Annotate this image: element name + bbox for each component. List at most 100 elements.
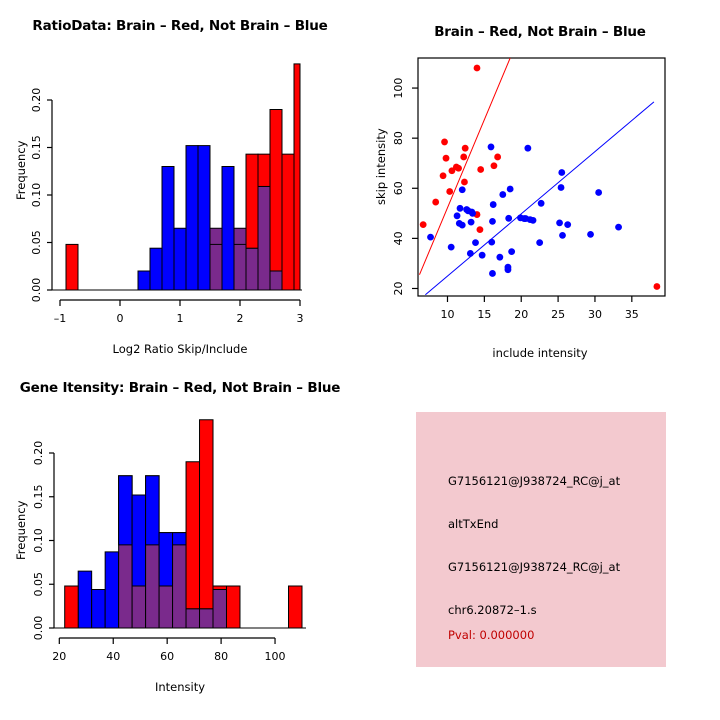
- scatter-point: [557, 184, 565, 191]
- x-tick-label: 60: [160, 650, 174, 663]
- y-tick-label: 0.00: [32, 616, 45, 641]
- gene-histogram-title: Gene Itensity: Brain – Red, Not Brain – …: [19, 380, 341, 396]
- scatter-point: [489, 270, 496, 277]
- scatter-point: [506, 185, 514, 193]
- x-tick-label: 15: [477, 308, 491, 321]
- histogram-bar-brain: [233, 243, 247, 291]
- histogram-bar-brain: [209, 243, 223, 291]
- info-line-pval: Pval: 0.000000: [448, 628, 535, 642]
- histogram-bar-not-brain: [269, 270, 283, 291]
- histogram-bar-not-brain: [77, 570, 93, 629]
- panel-scatter: Brain – Red, Not Brain – Blue 20 40 60 80 10…: [360, 0, 720, 360]
- x-tick-label: 1: [177, 312, 184, 325]
- panel-ratio-histogram: RatioData: Brain – Red, Not Brain – Blue…: [0, 0, 360, 360]
- histogram-bar-brain: [65, 243, 79, 291]
- y-tick-label: 0.05: [32, 572, 45, 597]
- gene-histogram-ylabel: Frequency: [14, 500, 28, 560]
- scatter-point: [595, 189, 603, 196]
- histogram-bar-overlap-cap: [199, 419, 214, 610]
- histogram-bar-not-brain: [221, 166, 235, 291]
- histogram-bar-brain: [245, 153, 259, 249]
- x-tick-label: 25: [551, 308, 565, 321]
- histogram-bar-not-brain: [185, 145, 199, 291]
- ratio-histogram-title: RatioData: Brain – Red, Not Brain – Blue: [32, 18, 328, 34]
- x-tick-label: 40: [106, 650, 120, 663]
- panel-info: G7156121@J938724_RC@j_at altTxEnd G71561…: [360, 360, 720, 720]
- scatter-content: [419, 58, 661, 296]
- scatter-point: [448, 167, 456, 175]
- scatter-point: [456, 204, 464, 212]
- histogram-bar-overlap-cap: [185, 461, 201, 610]
- histogram-bar-not-brain: [137, 270, 151, 291]
- ratio-axes: 0.00 0.05 0.10 0.15 0.20 –1 0 1 2 3: [30, 88, 304, 325]
- x-tick-label: 100: [265, 650, 286, 663]
- scatter-point: [419, 221, 427, 229]
- scatter-point: [447, 243, 455, 251]
- scatter-point: [487, 143, 495, 151]
- x-tick-label: 20: [514, 308, 528, 321]
- histogram-bar-overlap-cap: [212, 585, 227, 590]
- scatter-point: [615, 223, 622, 231]
- plot-frame: [417, 57, 666, 297]
- y-tick-label: 60: [392, 181, 405, 195]
- y-tick-label: 0.15: [30, 135, 43, 160]
- scatter-point: [537, 199, 545, 207]
- scatter-point: [504, 266, 512, 274]
- scatter-plot: 20 40 60 80 100 10 15 20 25 30 35: [392, 57, 666, 321]
- histogram-bar-not-brain: [212, 589, 227, 629]
- scatter-point: [653, 283, 661, 290]
- scatter-point: [496, 253, 504, 261]
- x-tick-label: 80: [214, 650, 228, 663]
- scatter-point: [458, 221, 466, 229]
- scatter-point: [442, 154, 450, 162]
- histogram-bar-brain: [64, 585, 79, 629]
- scatter-point: [439, 172, 447, 180]
- histogram-bar-brain: [225, 585, 241, 629]
- histogram-bar-not-brain: [161, 166, 175, 291]
- scatter-point: [461, 144, 469, 152]
- scatter-point: [564, 221, 572, 229]
- histogram-bar-not-brain: [173, 227, 187, 291]
- scatter-point: [477, 166, 485, 173]
- scatter-point: [461, 178, 468, 186]
- x-tick-label: 2: [237, 312, 244, 325]
- y-tick-label: 0.10: [32, 528, 45, 553]
- scatter-point: [489, 201, 497, 208]
- histogram-bar-not-brain: [149, 247, 163, 291]
- histogram-bar-overlap-cap: [158, 532, 174, 587]
- scatter-point: [458, 186, 466, 194]
- scatter-point: [494, 153, 502, 161]
- ratio-histogram-xlabel: Log2 Ratio Skip/Include: [112, 342, 248, 356]
- x-tick-label: 30: [588, 308, 602, 321]
- histogram-bar-not-brain: [91, 589, 106, 629]
- info-line-coordinate: chr6.20872–1.s: [448, 603, 537, 617]
- ratio-bars: [65, 63, 301, 291]
- scatter-point: [529, 216, 537, 224]
- gene-bars: [64, 419, 303, 629]
- panel-gene-histogram: Gene Itensity: Brain – Red, Not Brain – …: [0, 360, 360, 720]
- scatter-point: [536, 239, 544, 247]
- scatter-point: [499, 191, 507, 198]
- scatter-point: [478, 251, 486, 259]
- scatter-point: [469, 209, 476, 217]
- y-tick-label: 0.20: [32, 441, 45, 466]
- x-tick-label: 35: [625, 308, 639, 321]
- histogram-bar-overlap-cap: [131, 494, 147, 587]
- histogram-bar-not-brain: [104, 551, 120, 629]
- histogram-bar-brain: [293, 63, 301, 291]
- y-tick-label: 0.15: [32, 485, 45, 510]
- histogram-bar-not-brain: [199, 608, 214, 629]
- scatter-title: Brain – Red, Not Brain – Blue: [434, 24, 646, 40]
- ratio-histogram-ylabel: Frequency: [14, 140, 28, 200]
- y-tick-label: 100: [392, 78, 405, 99]
- histogram-bar-brain: [281, 153, 295, 291]
- histogram-bar-not-brain: [172, 532, 187, 629]
- scatter-point: [476, 226, 484, 234]
- y-tick-label: 0.10: [30, 183, 43, 208]
- histogram-bar-overlap-cap: [118, 475, 133, 546]
- scatter-point: [559, 231, 566, 239]
- scatter-point: [460, 153, 468, 161]
- info-line-probeset-1: G7156121@J938724_RC@j_at: [448, 474, 621, 488]
- scatter-point: [524, 144, 532, 152]
- info-box: G7156121@J938724_RC@j_at altTxEnd G71561…: [416, 412, 666, 667]
